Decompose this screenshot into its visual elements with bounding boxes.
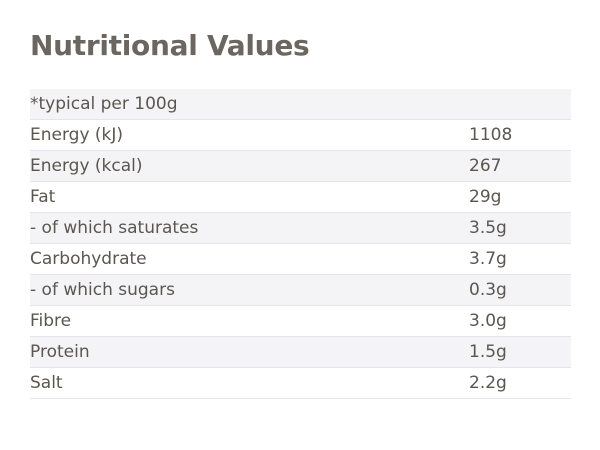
table-row-energy-kcal: Energy (kcal) 267 — [30, 151, 571, 182]
row-label: Energy (kcal) — [30, 156, 143, 176]
row-value: 3.5g — [469, 218, 507, 238]
table-row-carbohydrate: Carbohydrate 3.7g — [30, 244, 571, 275]
row-label: Fibre — [30, 311, 72, 331]
row-value: 267 — [469, 156, 502, 176]
row-label: Salt — [30, 373, 63, 393]
table-header-label: *typical per 100g — [30, 94, 178, 114]
row-value: 0.3g — [469, 280, 507, 300]
row-value: 3.7g — [469, 249, 507, 269]
row-value: 1.5g — [469, 342, 507, 362]
row-value: 29g — [469, 187, 502, 207]
row-label: Carbohydrate — [30, 249, 147, 269]
row-value: 1108 — [469, 125, 513, 145]
table-row-fat: Fat 29g — [30, 182, 571, 213]
table-row-salt: Salt 2.2g — [30, 368, 571, 399]
table-row-saturates: - of which saturates 3.5g — [30, 213, 571, 244]
page-title: Nutritional Values — [30, 29, 310, 62]
table-row-fibre: Fibre 3.0g — [30, 306, 571, 337]
table-row-sugars: - of which sugars 0.3g — [30, 275, 571, 306]
table-header-row: *typical per 100g — [30, 89, 571, 120]
row-value: 3.0g — [469, 311, 507, 331]
nutrition-table: *typical per 100g Energy (kJ) 1108 Energ… — [30, 89, 571, 399]
row-label: Fat — [30, 187, 56, 207]
row-label: - of which saturates — [30, 218, 199, 238]
row-label: - of which sugars — [30, 280, 175, 300]
row-label: Energy (kJ) — [30, 125, 124, 145]
row-label: Protein — [30, 342, 90, 362]
table-row-energy-kj: Energy (kJ) 1108 — [30, 120, 571, 151]
table-row-protein: Protein 1.5g — [30, 337, 571, 368]
row-value: 2.2g — [469, 373, 507, 393]
